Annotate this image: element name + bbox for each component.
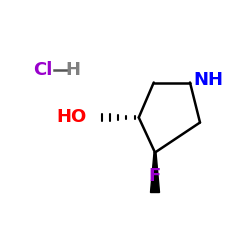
Text: F: F (149, 167, 161, 185)
Text: HO: HO (56, 108, 86, 126)
Text: Cl: Cl (33, 61, 52, 79)
Polygon shape (150, 152, 160, 192)
Text: H: H (65, 61, 80, 79)
Text: NH: NH (194, 71, 224, 89)
